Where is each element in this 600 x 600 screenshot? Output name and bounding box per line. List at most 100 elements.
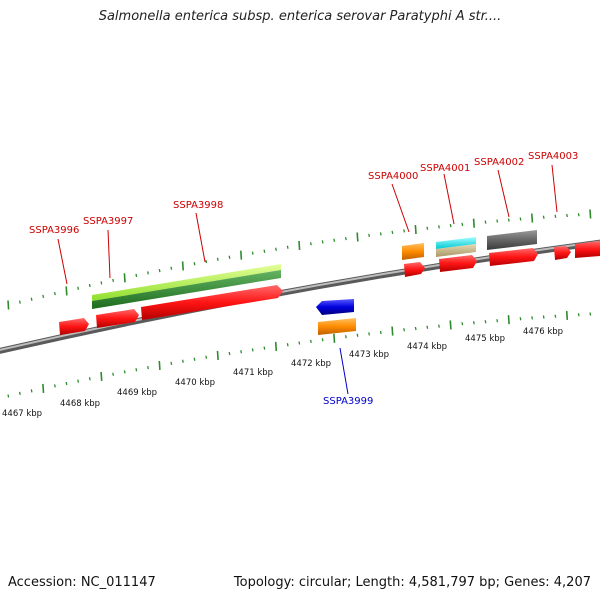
minor-tick bbox=[42, 294, 45, 299]
gene-sspa4001-box-cyan[interactable] bbox=[436, 237, 476, 249]
gene-label-sspa4003[interactable]: SSPA4003 bbox=[528, 151, 578, 162]
minor-tick bbox=[170, 361, 173, 366]
minor-tick bbox=[53, 291, 56, 296]
scale-label: 4471 kbp bbox=[233, 368, 273, 378]
minor-tick bbox=[577, 313, 580, 317]
major-tick bbox=[507, 315, 510, 325]
minor-tick bbox=[18, 300, 21, 304]
scale-label: 4468 kbp bbox=[60, 399, 100, 409]
minor-tick bbox=[170, 266, 173, 270]
gene-label-sspa3996[interactable]: SSPA3996 bbox=[29, 225, 79, 236]
major-tick bbox=[181, 261, 184, 271]
gene-sspa4000-box[interactable] bbox=[402, 243, 424, 260]
genome-summary-text: Topology: circular; Length: 4,581,797 bp… bbox=[233, 575, 591, 590]
gene-sspa4001-box-tan[interactable] bbox=[436, 244, 476, 257]
cds-arrow-next[interactable] bbox=[575, 241, 600, 258]
minor-tick bbox=[228, 351, 231, 356]
scale-label: 4474 kbp bbox=[407, 342, 447, 352]
minor-tick bbox=[53, 384, 56, 388]
major-tick bbox=[123, 273, 126, 283]
minor-tick bbox=[438, 225, 440, 229]
minor-tick bbox=[158, 268, 161, 273]
minor-tick bbox=[368, 233, 371, 238]
gene-label-sspa4002[interactable]: SSPA4002 bbox=[474, 157, 524, 168]
scale-label: 4473 kbp bbox=[349, 350, 389, 360]
scale-label: 4476 kbp bbox=[523, 327, 563, 337]
major-tick bbox=[298, 240, 301, 251]
minor-tick bbox=[344, 236, 347, 241]
minor-tick bbox=[205, 259, 208, 264]
minor-tick bbox=[77, 286, 80, 290]
cds-arrow-sspa4003[interactable] bbox=[554, 246, 571, 260]
minor-tick bbox=[403, 328, 406, 332]
minor-tick bbox=[484, 320, 487, 324]
minor-tick bbox=[496, 319, 499, 323]
gene-label-sspa3999[interactable]: SSPA3999 bbox=[323, 396, 373, 407]
minor-tick bbox=[263, 346, 266, 350]
map-title: Salmonella enterica subsp. enterica sero… bbox=[98, 9, 502, 24]
minor-tick bbox=[18, 391, 21, 396]
minor-tick bbox=[438, 324, 440, 328]
minor-tick bbox=[228, 255, 231, 259]
minor-tick bbox=[368, 332, 371, 336]
major-tick bbox=[531, 213, 534, 223]
minor-tick bbox=[507, 218, 510, 222]
feature-band-green[interactable] bbox=[92, 270, 281, 309]
gene-sspa4002-box[interactable] bbox=[487, 230, 537, 250]
scale-label: 4469 kbp bbox=[117, 388, 157, 398]
minor-tick bbox=[577, 213, 580, 217]
gene-label-sspa3997[interactable]: SSPA3997 bbox=[83, 216, 133, 227]
minor-tick bbox=[193, 262, 196, 266]
minor-tick bbox=[379, 330, 382, 335]
minor-tick bbox=[472, 321, 475, 325]
minor-tick bbox=[484, 220, 487, 224]
label-leader-lines bbox=[57, 164, 558, 395]
minor-tick bbox=[7, 394, 10, 398]
gene-label-sspa4000[interactable]: SSPA4000 bbox=[368, 171, 418, 182]
minor-tick bbox=[554, 214, 557, 218]
major-tick bbox=[42, 383, 45, 393]
gene-sspa3999-box[interactable] bbox=[318, 318, 356, 335]
minor-tick bbox=[205, 355, 208, 359]
cds-arrow-sspa3998[interactable] bbox=[141, 285, 283, 320]
major-tick bbox=[7, 300, 10, 310]
minor-tick bbox=[30, 297, 33, 301]
minor-tick bbox=[251, 348, 254, 352]
major-tick bbox=[100, 371, 103, 381]
minor-tick bbox=[589, 312, 592, 316]
minor-tick bbox=[147, 365, 149, 370]
cds-arrow-sspa3999[interactable] bbox=[316, 299, 354, 315]
minor-tick bbox=[263, 249, 266, 253]
cds-arrow-sspa3996[interactable] bbox=[59, 318, 89, 335]
minor-tick bbox=[135, 273, 138, 278]
major-tick bbox=[449, 320, 452, 330]
minor-tick bbox=[77, 379, 80, 383]
minor-tick bbox=[65, 381, 68, 386]
major-tick bbox=[356, 232, 359, 242]
scale-label: 4472 kbp bbox=[291, 359, 331, 369]
cds-arrow-sspa4001[interactable] bbox=[439, 255, 477, 272]
minor-tick bbox=[298, 341, 301, 345]
scale-labels: 4467 kbp 4468 kbp 4469 kbp 4470 kbp 4471… bbox=[2, 327, 563, 419]
gene-label-sspa4001[interactable]: SSPA4001 bbox=[420, 163, 470, 174]
minor-tick bbox=[461, 322, 464, 326]
accession-text: Accession: NC_011147 bbox=[8, 575, 156, 590]
minor-tick bbox=[181, 359, 184, 363]
minor-tick bbox=[542, 315, 545, 319]
minor-tick bbox=[193, 357, 196, 361]
minor-tick bbox=[286, 343, 289, 347]
cds-arrow-sspa3997[interactable] bbox=[96, 309, 139, 328]
cds-arrow-sspa4002[interactable] bbox=[489, 248, 538, 266]
gene-label-sspa3998[interactable]: SSPA3998 bbox=[173, 200, 223, 211]
major-tick bbox=[240, 250, 243, 260]
minor-tick bbox=[449, 223, 452, 228]
minor-tick bbox=[112, 278, 115, 283]
cds-arrow-sspa4000[interactable] bbox=[404, 262, 425, 277]
minor-tick bbox=[414, 326, 417, 331]
minor-tick bbox=[147, 271, 149, 275]
minor-tick bbox=[519, 317, 522, 321]
minor-tick bbox=[123, 370, 126, 374]
feature-band-lime[interactable] bbox=[92, 264, 281, 301]
minor-tick bbox=[275, 247, 277, 251]
